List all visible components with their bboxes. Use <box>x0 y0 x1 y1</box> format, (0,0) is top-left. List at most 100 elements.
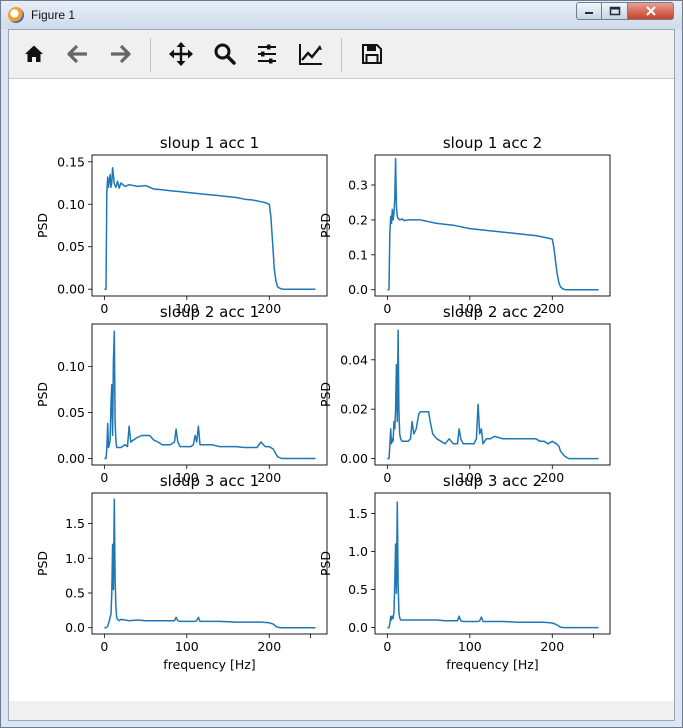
subplot-5: 0 100 200 0.0 0.5 1.0 1.5 sloup 3 acc 1 PSD frequ… <box>35 472 328 672</box>
minimize-button[interactable] <box>576 2 602 20</box>
line-chart-icon <box>299 44 322 65</box>
psd-series-line <box>104 166 316 290</box>
axes-frame <box>374 154 611 297</box>
subplot-title: sloup 2 acc 2 <box>443 303 542 321</box>
status-bar <box>9 701 674 720</box>
y-axis-label: PSD <box>318 382 333 407</box>
x-axis-label: frequency [Hz] <box>163 657 255 672</box>
psd-series-line <box>387 501 599 629</box>
x-axis-label: frequency [Hz] <box>446 657 538 672</box>
move-icon <box>169 42 193 66</box>
x-tick-label: 200 <box>540 639 564 654</box>
subplot-title: sloup 1 acc 2 <box>443 134 542 152</box>
psd-series-line <box>104 498 316 629</box>
matplotlib-logo-icon <box>8 7 24 23</box>
x-tick-label: 200 <box>540 470 564 485</box>
x-tick-label: 0 <box>383 639 391 654</box>
title-bar[interactable]: Figure 1 <box>1 1 682 29</box>
edit-axis-button[interactable] <box>295 38 327 70</box>
y-tick-label: 0.5 <box>348 582 368 597</box>
floppy-disk-icon <box>362 44 382 64</box>
axes-frame <box>374 492 611 635</box>
y-tick-label: 0.5 <box>65 585 85 600</box>
x-tick-label: 200 <box>257 639 281 654</box>
y-tick-label: 0.3 <box>348 178 368 193</box>
forward-button[interactable] <box>104 38 136 70</box>
minimize-icon <box>585 12 593 14</box>
zoom-button[interactable] <box>209 38 241 70</box>
psd-series-line <box>387 329 599 460</box>
y-axis-label: PSD <box>35 213 50 238</box>
y-tick-label: 0.04 <box>340 352 368 367</box>
y-tick-label: 1.0 <box>65 551 85 566</box>
y-tick-label: 0.02 <box>340 402 368 417</box>
axes-frame <box>91 492 328 635</box>
y-tick-label: 1.5 <box>65 516 85 531</box>
toolbar-separator <box>150 38 151 72</box>
y-tick-label: 1.5 <box>348 506 368 521</box>
x-tick-label: 100 <box>175 639 199 654</box>
x-tick-label: 0 <box>100 639 108 654</box>
y-axis-label: PSD <box>35 382 50 407</box>
subplot-2: 0 100 200 0.0 0.1 0.2 0.3 sloup 1 acc 2 PSD <box>318 134 611 316</box>
back-button[interactable] <box>62 38 94 70</box>
psd-series-line <box>104 330 316 460</box>
close-icon <box>645 6 656 16</box>
y-tick-label: 0.00 <box>57 451 85 466</box>
x-tick-label: 100 <box>458 639 482 654</box>
maximize-icon <box>609 6 620 16</box>
x-tick-label: 100 <box>458 301 482 316</box>
y-tick-label: 0.00 <box>340 451 368 466</box>
x-tick-label: 0 <box>383 301 391 316</box>
subplot-title: sloup 3 acc 2 <box>443 472 542 490</box>
axes-frame <box>91 323 328 466</box>
y-axis-label: PSD <box>318 213 333 238</box>
y-tick-label: 0.0 <box>65 620 85 635</box>
sliders-icon <box>258 44 276 64</box>
y-tick-label: 0.0 <box>348 282 368 297</box>
x-tick-label: 100 <box>175 301 199 316</box>
navigation-toolbar <box>9 30 674 79</box>
x-tick-label: 200 <box>257 470 281 485</box>
psd-series-line <box>387 158 599 291</box>
x-tick-label: 200 <box>540 301 564 316</box>
save-button[interactable] <box>356 38 388 70</box>
y-tick-label: 0.00 <box>57 282 85 297</box>
maximize-button[interactable] <box>602 2 628 20</box>
window-title: Figure 1 <box>31 8 76 22</box>
subplot-6: 0 100 200 0.0 0.5 1.0 1.5 sloup 3 acc 2 PSD frequ… <box>318 472 611 672</box>
magnifier-icon <box>214 43 236 65</box>
y-tick-label: 0.05 <box>57 405 85 420</box>
toolbar-separator <box>341 38 342 72</box>
x-tick-label: 0 <box>383 470 391 485</box>
y-axis-label: PSD <box>35 551 50 576</box>
x-tick-label: 200 <box>257 301 281 316</box>
arrow-right-icon <box>111 44 131 64</box>
home-button[interactable] <box>18 38 50 70</box>
y-tick-label: 0.10 <box>57 359 85 374</box>
configure-subplots-button[interactable] <box>251 38 283 70</box>
y-tick-label: 0.15 <box>57 154 85 169</box>
pan-button[interactable] <box>165 38 197 70</box>
y-tick-label: 0.2 <box>348 212 368 227</box>
arrow-left-icon <box>67 44 87 64</box>
figure-canvas[interactable]: 0 100 200 0.00 0.05 0.10 0.15 sloup 1 acc 1 PSD 0… <box>9 79 674 701</box>
y-tick-label: 0.1 <box>348 247 368 262</box>
subplot-3: 0 100 200 0.00 0.05 0.10 sloup 2 acc 1 PSD <box>35 303 328 485</box>
subplot-title: sloup 3 acc 1 <box>160 472 259 490</box>
y-tick-label: 1.0 <box>348 544 368 559</box>
subplot-title: sloup 1 acc 1 <box>160 134 259 152</box>
y-tick-label: 0.0 <box>348 620 368 635</box>
axes-frame <box>91 154 328 297</box>
figure-client-area: 0 100 200 0.00 0.05 0.10 0.15 sloup 1 acc 1 PSD 0… <box>8 29 675 721</box>
y-tick-label: 0.05 <box>57 239 85 254</box>
y-axis-label: PSD <box>318 551 333 576</box>
subplot-1: 0 100 200 0.00 0.05 0.10 0.15 sloup 1 acc 1 PSD <box>35 134 328 316</box>
x-tick-label: 0 <box>100 470 108 485</box>
close-button[interactable] <box>628 2 674 20</box>
y-tick-label: 0.10 <box>57 197 85 212</box>
x-tick-label: 0 <box>100 301 108 316</box>
axes-frame <box>374 323 611 466</box>
